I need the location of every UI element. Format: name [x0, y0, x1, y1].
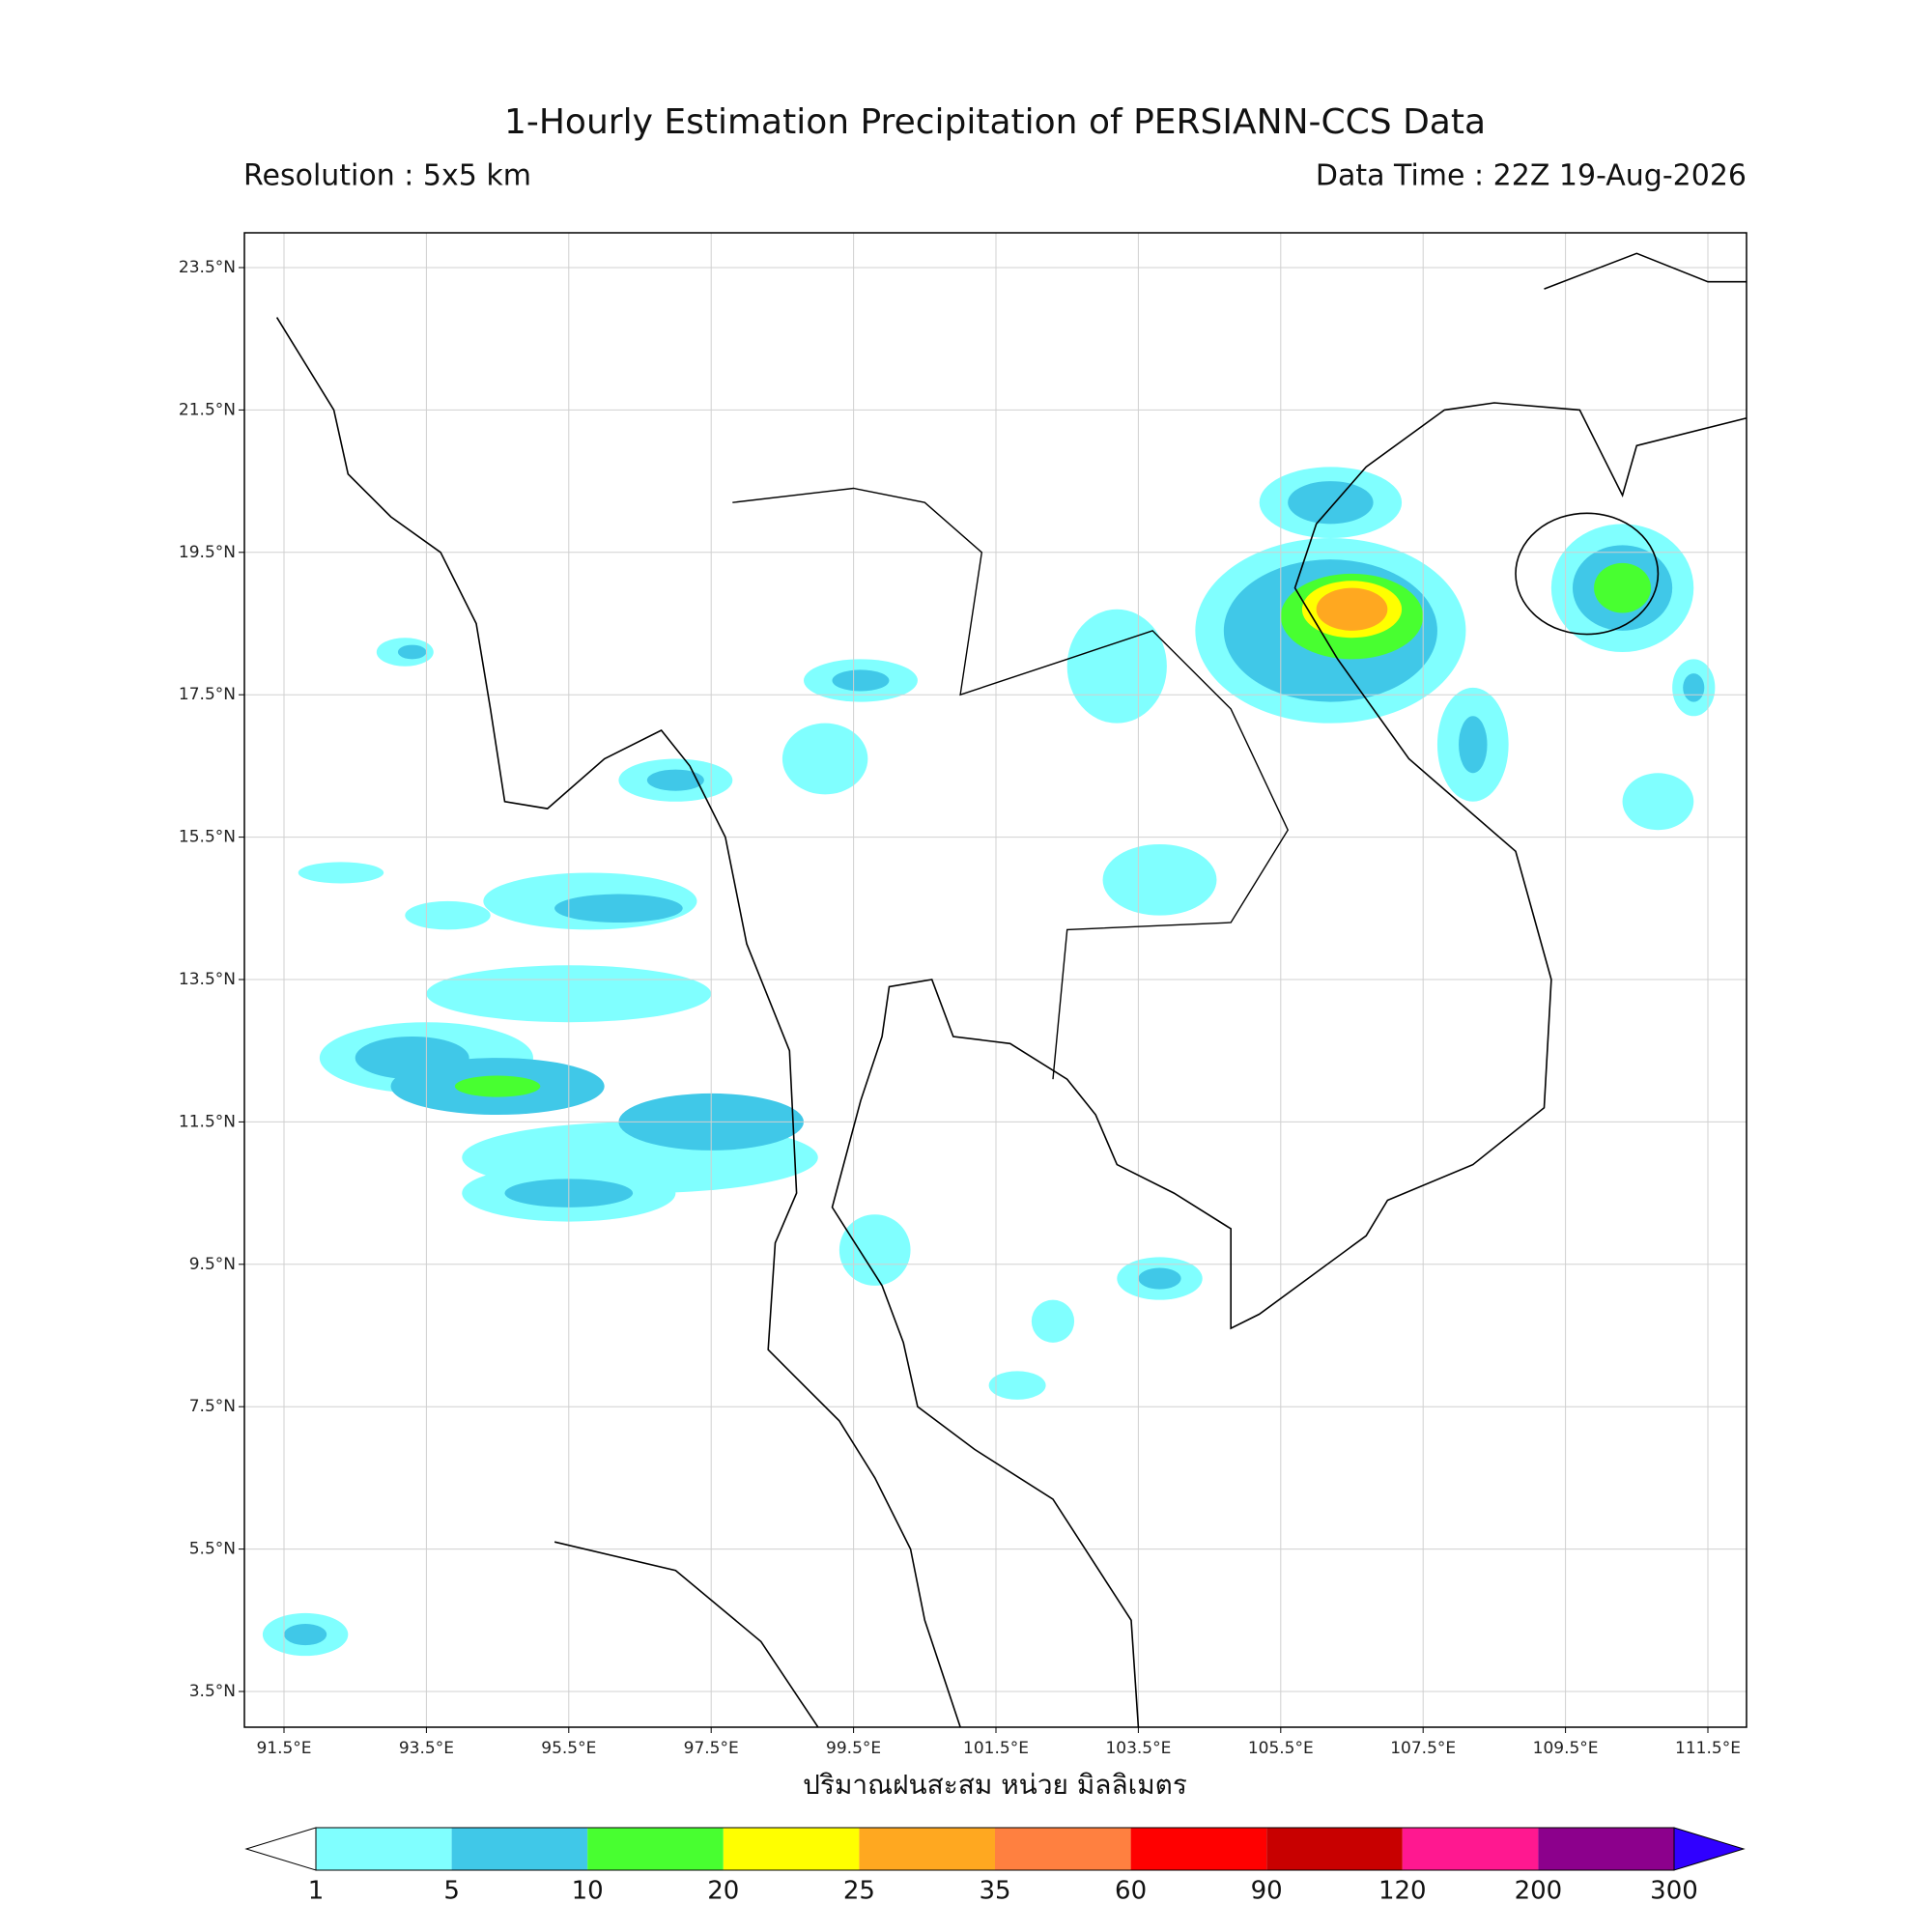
lat-tick-label: 9.5°N	[189, 1255, 236, 1274]
colorbar-tick-label: 25	[843, 1877, 875, 1906]
lon-tick-label: 105.5°E	[1248, 1739, 1314, 1758]
colorbar-swatch	[451, 1828, 588, 1870]
rain-area	[298, 862, 384, 884]
rain-area	[781, 723, 868, 795]
lat-tick-label: 15.5°N	[179, 828, 236, 847]
colorbar-over	[1673, 1827, 1746, 1871]
colorbar-swatch	[723, 1828, 860, 1870]
rain-area	[554, 894, 683, 923]
rain-area	[284, 1623, 327, 1646]
colorbar-swatch	[1130, 1828, 1267, 1870]
rain-area	[838, 1214, 911, 1286]
colorbar-swatch	[587, 1828, 724, 1870]
colorbar-tick-label: 60	[1115, 1877, 1147, 1906]
colorbar-tick-label: 200	[1515, 1877, 1563, 1906]
rain-area	[1288, 481, 1374, 525]
island	[1515, 512, 1660, 636]
coastline	[554, 1541, 819, 1727]
colorbar-tick-label: 20	[707, 1877, 739, 1906]
rain-area	[1102, 843, 1217, 916]
lat-tick-label: 11.5°N	[179, 1112, 236, 1131]
colorbar-tick-label: 35	[979, 1877, 1010, 1906]
data-time: Data Time : 22Z 19-Aug-2026	[1316, 159, 1747, 193]
colorbar-swatch	[1402, 1828, 1539, 1870]
colorbar-tick-label: 90	[1251, 1877, 1283, 1906]
rain-area	[1138, 1267, 1181, 1290]
rain-area	[646, 769, 704, 791]
lat-tick-label: 19.5°N	[179, 543, 236, 562]
lat-tick-label: 3.5°N	[189, 1682, 236, 1701]
colorbar-swatch	[1538, 1828, 1674, 1870]
colorbar-swatch	[316, 1828, 452, 1870]
resolution: Resolution : 5x5 km	[243, 159, 531, 193]
coastline	[831, 402, 1747, 1727]
colorbar-under	[244, 1827, 317, 1871]
lon-tick-label: 93.5°E	[399, 1739, 454, 1758]
lon-tick-label: 103.5°E	[1105, 1739, 1171, 1758]
lon-tick-label: 109.5°E	[1533, 1739, 1599, 1758]
coastline	[275, 317, 961, 1727]
rain-area	[1316, 587, 1388, 631]
colorbar-swatch	[1266, 1828, 1403, 1870]
rain-area	[988, 1371, 1046, 1400]
lat-tick-label: 7.5°N	[189, 1397, 236, 1416]
colorbar-tick-label: 1	[308, 1877, 325, 1906]
coastline	[1544, 252, 1747, 290]
colorbar-frame	[315, 1827, 1675, 1871]
title: 1-Hourly Estimation Precipitation of PER…	[504, 102, 1486, 142]
lon-tick-label: 99.5°E	[826, 1739, 881, 1758]
rain-area	[397, 644, 427, 660]
map-layer	[244, 233, 1747, 1727]
colorbar-tick-label: 120	[1378, 1877, 1427, 1906]
rain-area	[1594, 562, 1652, 613]
lat-tick-label: 21.5°N	[179, 400, 236, 419]
lon-tick-label: 111.5°E	[1675, 1739, 1741, 1758]
lon-tick-label: 107.5°E	[1390, 1739, 1456, 1758]
rain-area	[832, 669, 890, 692]
rain-area	[1622, 773, 1694, 831]
colorbar-tick-label: 300	[1650, 1877, 1698, 1906]
lat-tick-label: 13.5°N	[179, 970, 236, 989]
rain-area	[1031, 1299, 1075, 1343]
lon-tick-label: 95.5°E	[541, 1739, 596, 1758]
colorbar-swatch	[859, 1828, 995, 1870]
colorbar-label: ปริมาณฝนสะสม หน่วย มิลลิเมตร	[803, 1769, 1187, 1801]
colorbar-tick-label: 5	[443, 1877, 460, 1906]
rain-area	[405, 900, 491, 930]
lat-tick-label: 5.5°N	[189, 1540, 236, 1559]
thailand-outline	[732, 487, 1289, 1080]
lon-tick-label: 97.5°E	[684, 1739, 739, 1758]
rain-area	[454, 1075, 541, 1097]
lat-tick-label: 17.5°N	[179, 685, 236, 704]
rain-area	[1683, 673, 1705, 702]
map	[244, 233, 1747, 1727]
lon-tick-label: 101.5°E	[963, 1739, 1029, 1758]
colorbar-swatch	[995, 1828, 1131, 1870]
rain-area	[1459, 716, 1488, 774]
colorbar-tick-label: 10	[572, 1877, 604, 1906]
lat-tick-label: 23.5°N	[179, 258, 236, 277]
rain-area	[1066, 609, 1167, 724]
lon-tick-label: 91.5°E	[256, 1739, 311, 1758]
